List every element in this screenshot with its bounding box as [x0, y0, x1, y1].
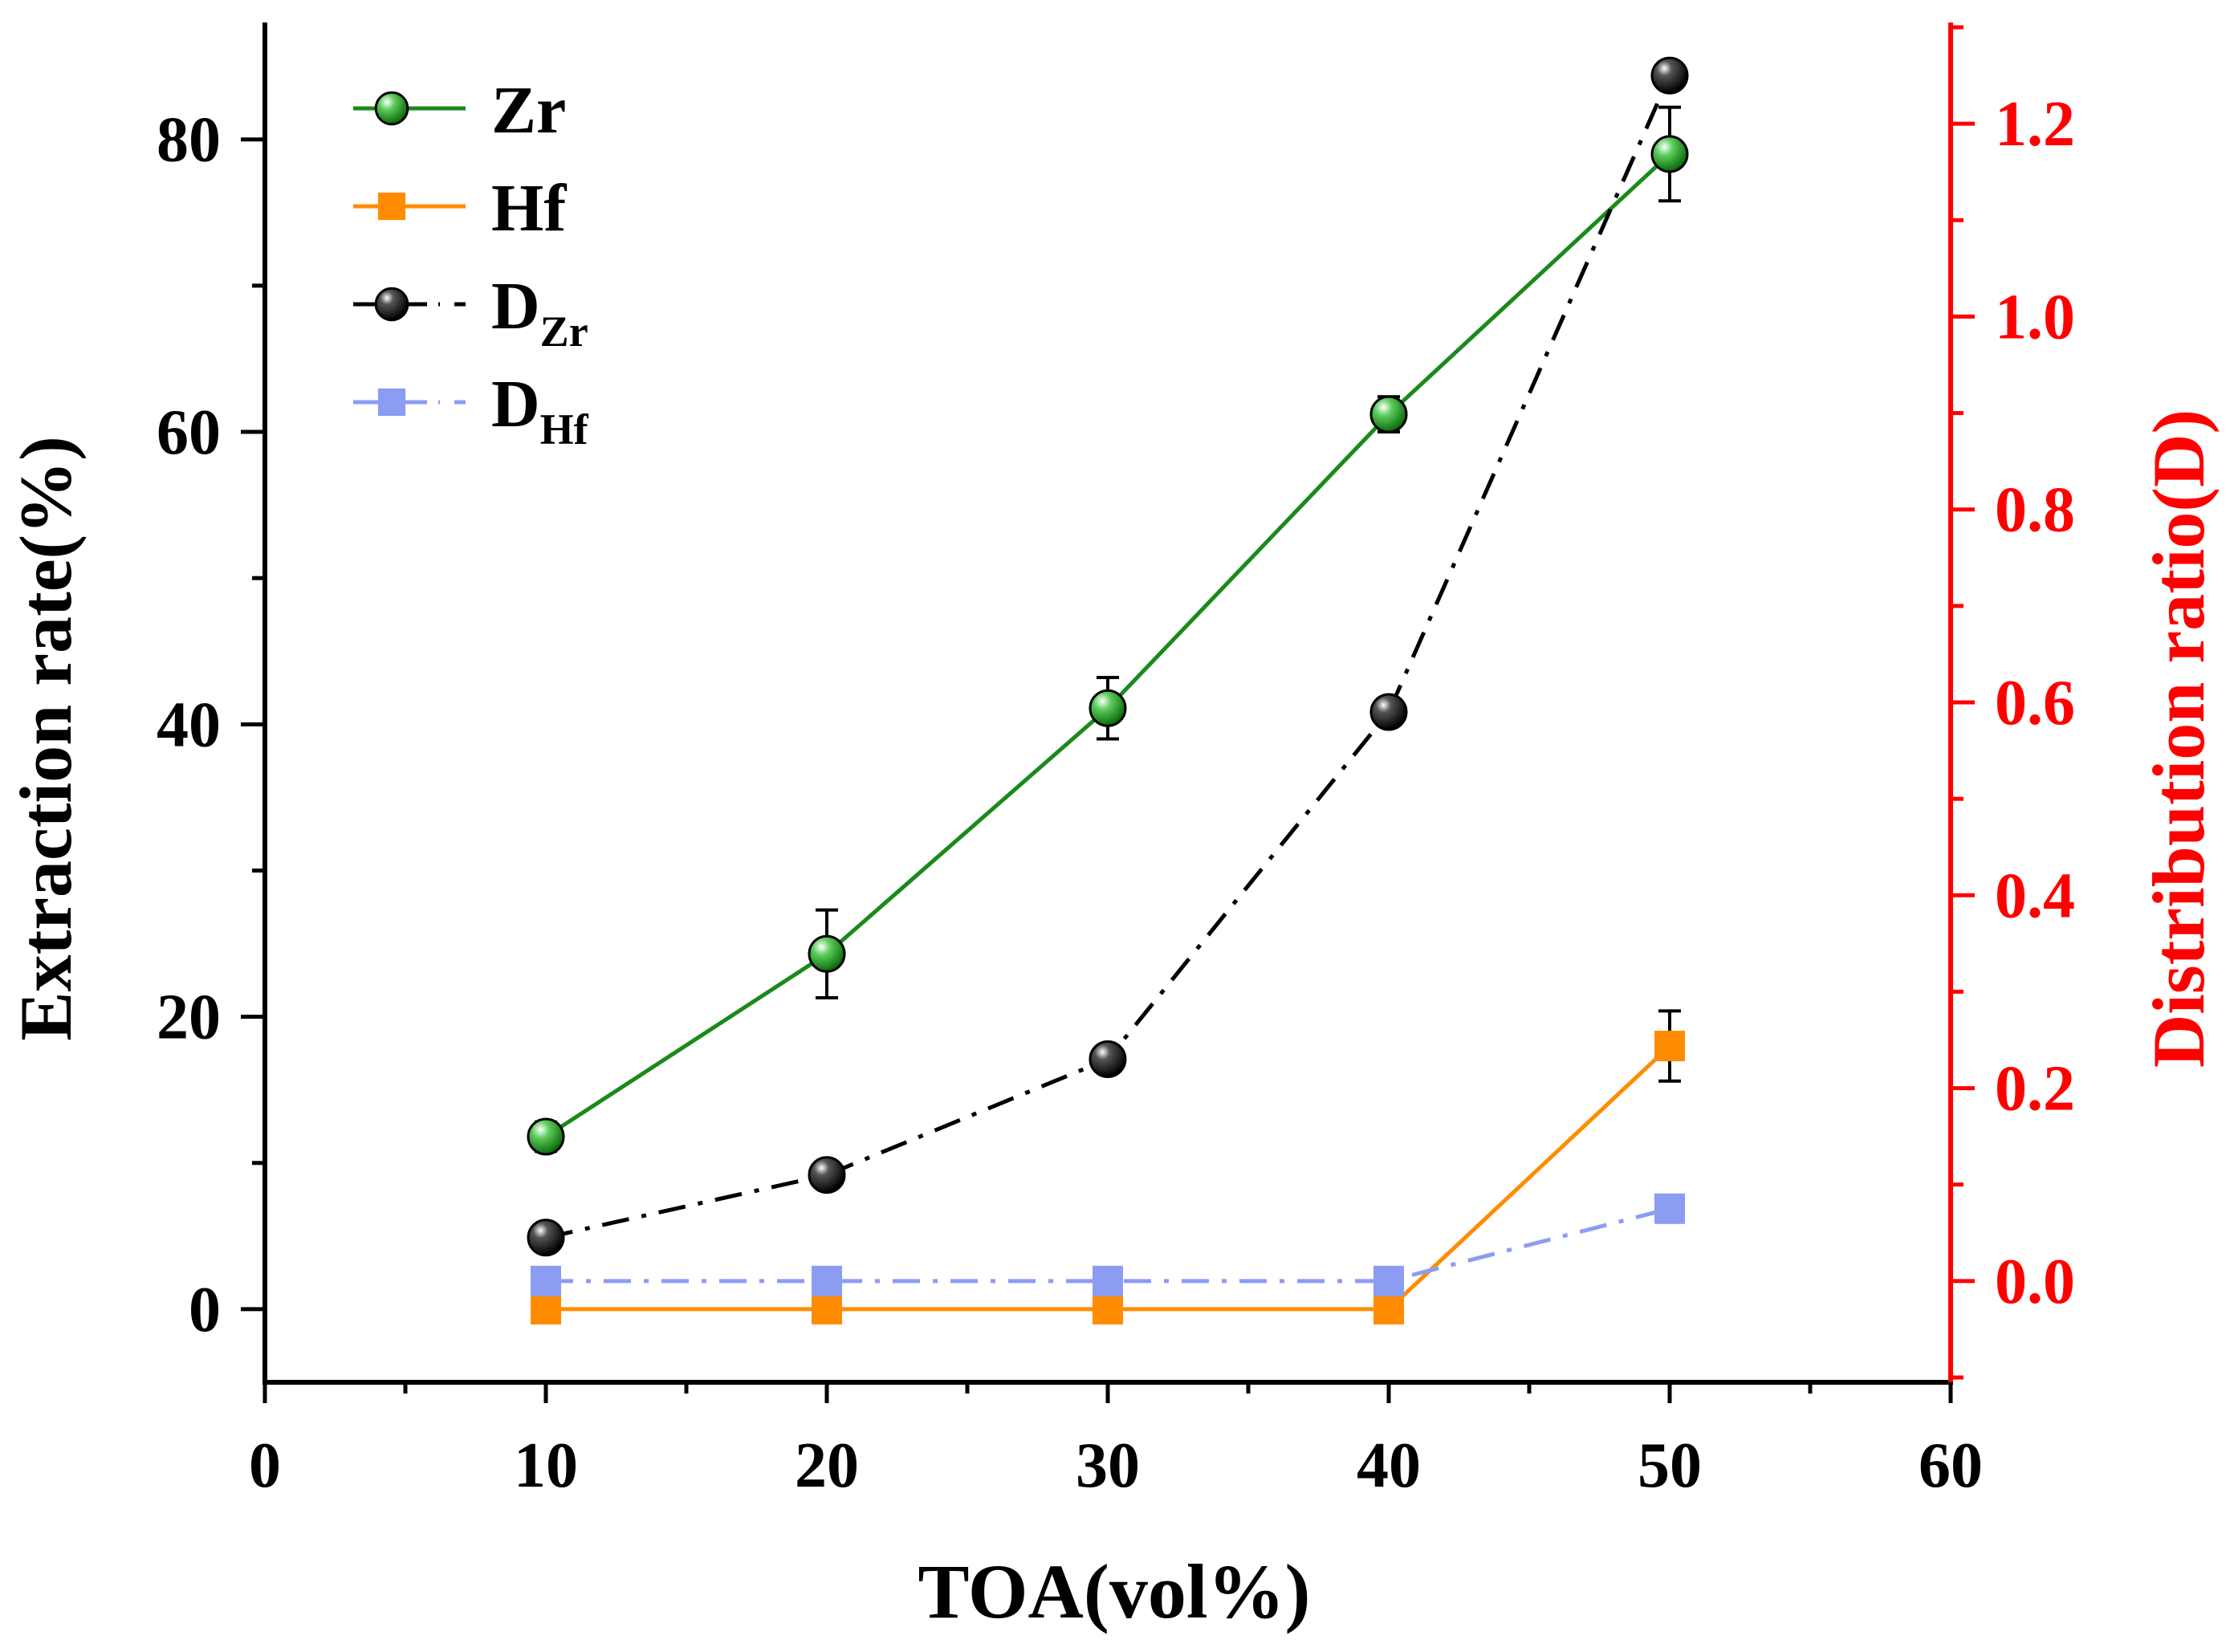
data-point-DZr	[1650, 56, 1689, 95]
legend-marker-DZr	[374, 287, 409, 322]
y-right-tick-label: 0.8	[1995, 475, 2075, 546]
data-point-DHf	[1373, 1265, 1404, 1296]
legend-label-main: Zr	[491, 73, 566, 148]
data-point-Hf	[1654, 1031, 1685, 1062]
data-point-Zr	[1369, 395, 1408, 433]
legend-label-subscript: Zr	[540, 307, 588, 356]
y-axis-left-label: Extraction rate(%)	[5, 436, 87, 1041]
series-layer	[527, 56, 1689, 1324]
legend-item-DHf: DHf	[353, 367, 589, 454]
data-point-Hf	[1373, 1293, 1404, 1324]
series-line-Zr	[544, 153, 1671, 1139]
data-point-DHf	[812, 1265, 842, 1296]
legend-label-main: Hf	[491, 171, 567, 246]
legend-label-subscript: Hf	[540, 405, 589, 454]
data-point-Zr	[808, 934, 846, 973]
x-axis-label: TOA(vol%)	[918, 1548, 1311, 1634]
x-tick-label: 50	[1638, 1430, 1702, 1501]
legend-label-main: D	[491, 367, 540, 441]
y-left-tick-label: 0	[189, 1275, 221, 1345]
y-right-tick-label: 0.4	[1995, 861, 2075, 931]
legend-marker-Zr	[374, 91, 409, 126]
data-point-Hf	[531, 1293, 561, 1324]
x-tick-label: 30	[1076, 1430, 1140, 1501]
y-right-tick-label: 1.0	[1995, 282, 2075, 352]
axes-layer: 0 10 20 30 40 50 60 0 20 40 60 80 0.0 0.2 0.4 0.6 0.8 1.0…	[157, 22, 2075, 1501]
x-tick-label: 0	[249, 1430, 281, 1501]
data-point-Hf	[812, 1293, 842, 1324]
data-point-Zr	[1089, 689, 1127, 727]
data-point-DHf	[1093, 1265, 1123, 1296]
y-left-tick-label: 20	[157, 983, 221, 1053]
data-point-DZr	[1089, 1040, 1127, 1079]
y-right-tick-label: 0.0	[1995, 1247, 2075, 1317]
data-point-Hf	[1093, 1293, 1123, 1324]
data-point-DHf	[1654, 1193, 1685, 1224]
legend-marker-DHf	[377, 388, 406, 417]
x-tick-label: 10	[514, 1430, 578, 1501]
legend-label-main: D	[491, 269, 540, 344]
y-left-tick-label: 80	[157, 105, 221, 176]
legend-label-Hf: Hf	[491, 171, 567, 246]
data-point-DZr	[527, 1219, 565, 1257]
legend-item-Zr: Zr	[353, 73, 566, 148]
y-right-tick-label: 0.6	[1995, 668, 2075, 739]
x-tick-label: 40	[1357, 1430, 1421, 1501]
legend-item-DZr: DZr	[353, 269, 588, 356]
data-point-DHf	[531, 1265, 561, 1296]
y-left-tick-label: 60	[157, 397, 221, 468]
legend-label-DZr: DZr	[491, 269, 588, 356]
legend-label-DHf: DHf	[491, 367, 589, 454]
data-point-DZr	[808, 1156, 846, 1194]
data-point-DZr	[1369, 693, 1408, 731]
legend-label-Zr: Zr	[491, 73, 566, 148]
x-tick-label: 60	[1919, 1430, 1983, 1501]
legend-marker-Hf	[377, 192, 406, 221]
y-axis-right-label: Distribution ratio(D)	[2138, 409, 2220, 1068]
data-point-Zr	[1650, 135, 1689, 173]
y-right-tick-label: 1.2	[1995, 89, 2075, 160]
y-left-tick-label: 40	[157, 690, 221, 760]
legend-item-Hf: Hf	[353, 171, 567, 246]
x-tick-label: 20	[795, 1430, 859, 1501]
data-point-Zr	[527, 1117, 565, 1156]
y-right-tick-label: 0.2	[1995, 1054, 2075, 1125]
